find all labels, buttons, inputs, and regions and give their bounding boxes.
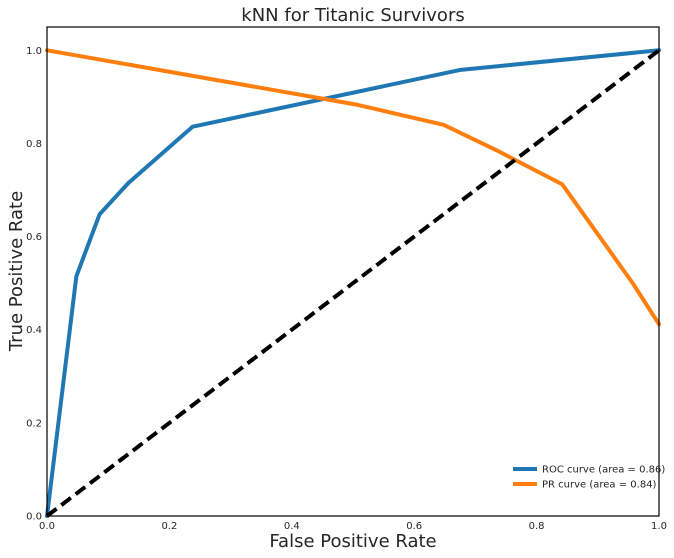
y-tick-label: 0.4 bbox=[26, 325, 42, 336]
plot-frame bbox=[46, 26, 660, 517]
x-tick-label: 0.8 bbox=[529, 521, 545, 532]
chance-diagonal-line bbox=[45, 48, 661, 518]
y-tick-label: 1.0 bbox=[26, 46, 42, 57]
y-tick-label: 0.2 bbox=[26, 418, 42, 429]
x-tick-label: 0.4 bbox=[284, 521, 300, 532]
chart-title: kNN for Titanic Survivors bbox=[241, 5, 464, 26]
plot-area bbox=[47, 27, 659, 516]
y-tick-label: 0.6 bbox=[26, 232, 42, 243]
legend-entry-0: ROC curve (area = 0.86) bbox=[542, 465, 665, 476]
x-tick-label: 0.2 bbox=[161, 521, 177, 532]
series-line-1 bbox=[45, 48, 661, 327]
y-axis-label: True Positive Rate bbox=[6, 191, 27, 352]
legend-entry-1: PR curve (area = 0.84) bbox=[542, 480, 657, 491]
series-line-0 bbox=[45, 48, 661, 518]
x-tick-label: 0.6 bbox=[406, 521, 422, 532]
y-tick-label: 0.0 bbox=[26, 512, 42, 523]
x-tick-label: 1.0 bbox=[651, 521, 667, 532]
y-tick-label: 0.8 bbox=[26, 139, 42, 150]
x-tick-label: 0.0 bbox=[39, 521, 55, 532]
legend: ROC curve (area = 0.86) PR curve (area = … bbox=[513, 465, 665, 491]
x-axis-label: False Positive Rate bbox=[269, 531, 436, 552]
